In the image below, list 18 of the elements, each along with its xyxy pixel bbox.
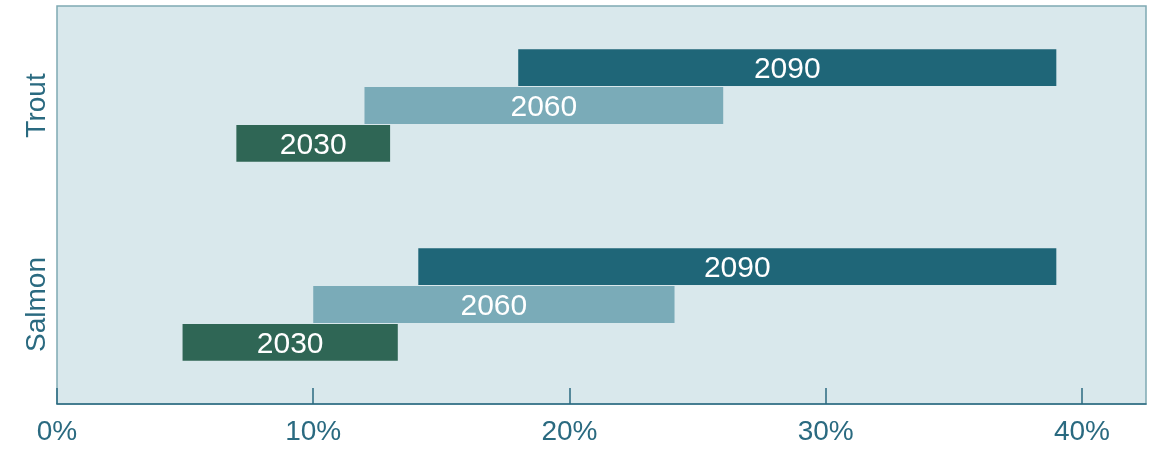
- text: 2030: [256, 325, 324, 359]
- bar: [518, 49, 1057, 87]
- text: 2090: [703, 250, 771, 284]
- series-label: 2030: [279, 126, 347, 160]
- bar: [364, 87, 724, 124]
- y-tick-label: Trout: [19, 73, 51, 138]
- y-tick-label: Salmon: [19, 257, 51, 352]
- bar: [418, 248, 1057, 286]
- x-tick-label: 10%: [285, 414, 342, 446]
- x-tick-label: 20%: [541, 414, 598, 446]
- series-label: 2090: [753, 51, 821, 85]
- x-tick-label: 40%: [1053, 414, 1110, 446]
- bar: [182, 323, 398, 361]
- x-tick-label: 0%: [36, 414, 78, 446]
- x-tick-label: 30%: [797, 414, 854, 446]
- text: 2060: [460, 288, 528, 321]
- series-label: 2060: [510, 89, 578, 122]
- bar: [313, 286, 675, 323]
